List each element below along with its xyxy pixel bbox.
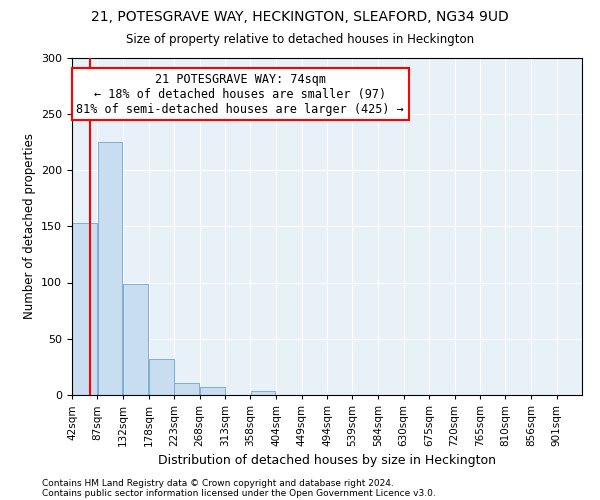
Text: 21, POTESGRAVE WAY, HECKINGTON, SLEAFORD, NG34 9UD: 21, POTESGRAVE WAY, HECKINGTON, SLEAFORD…: [91, 10, 509, 24]
Text: Size of property relative to detached houses in Heckington: Size of property relative to detached ho…: [126, 32, 474, 46]
Bar: [175, 382, 199, 395]
Bar: [251, 390, 275, 395]
Text: 21 POTESGRAVE WAY: 74sqm
← 18% of detached houses are smaller (97)
81% of semi-d: 21 POTESGRAVE WAY: 74sqm ← 18% of detach…: [76, 72, 404, 116]
X-axis label: Distribution of detached houses by size in Heckington: Distribution of detached houses by size …: [158, 454, 496, 468]
Bar: [98, 142, 122, 395]
Bar: [200, 387, 224, 395]
Bar: [149, 359, 174, 395]
Text: Contains HM Land Registry data © Crown copyright and database right 2024.: Contains HM Land Registry data © Crown c…: [42, 478, 394, 488]
Text: Contains public sector information licensed under the Open Government Licence v3: Contains public sector information licen…: [42, 488, 436, 498]
Bar: [72, 223, 97, 395]
Y-axis label: Number of detached properties: Number of detached properties: [23, 133, 35, 320]
Bar: [123, 284, 148, 395]
